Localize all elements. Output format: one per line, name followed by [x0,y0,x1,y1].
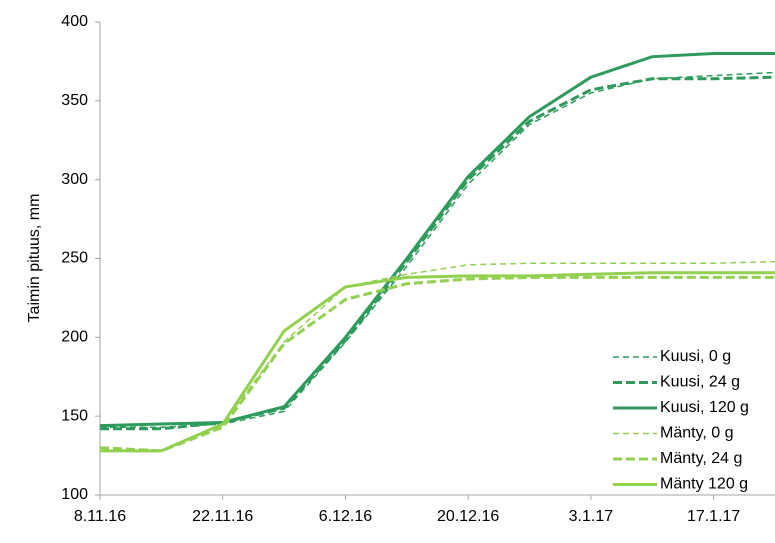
x-tick-label: 22.11.16 [192,508,253,525]
y-tick-label: 150 [61,407,88,424]
legend-label: Kuusi, 0 g [660,348,731,365]
series-line [99,275,775,453]
x-tick-label: 8.11.16 [74,508,126,525]
legend-label: Kuusi, 24 g [660,374,740,391]
x-tick-label: 17.1.17 [687,508,740,525]
y-tick-label: 250 [61,250,88,267]
x-tick-label: 20.12.16 [437,508,499,525]
series-line [100,260,775,452]
legend-label: Mänty, 24 g [660,450,742,467]
x-tick-label: 6.12.16 [319,508,372,525]
y-tick-label: 300 [61,171,88,188]
series-line [100,271,775,453]
legend-label: Kuusi, 120 g [660,399,749,416]
series-line [99,52,775,428]
y-tick-label: 200 [61,329,88,346]
y-axis-title: Taimin pituus, mm [26,194,43,323]
x-tick-label: 3.1.17 [569,508,614,525]
legend-label: Mänty 120 g [660,476,748,493]
legend-label: Mänty, 0 g [660,425,734,442]
y-tick-label: 400 [61,13,88,30]
y-tick-label: 100 [61,486,88,503]
y-tick-label: 350 [61,92,88,109]
